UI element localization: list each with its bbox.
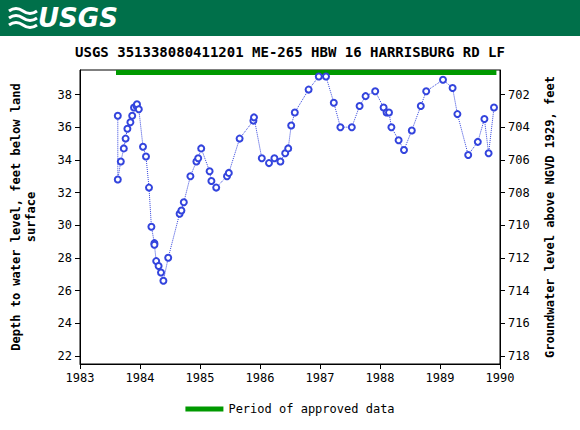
svg-text:708: 708 [508,186,530,200]
svg-text:36: 36 [58,120,72,134]
svg-text:30: 30 [58,218,72,232]
svg-text:710: 710 [508,218,530,232]
svg-text:1987: 1987 [306,371,335,385]
svg-text:712: 712 [508,251,530,265]
svg-text:1988: 1988 [366,371,395,385]
svg-text:714: 714 [508,284,530,298]
svg-text:716: 716 [508,316,530,330]
svg-text:1984: 1984 [126,371,155,385]
svg-text:Depth to water level, feet bel: Depth to water level, feet below land [9,83,23,350]
svg-text:706: 706 [508,153,530,167]
svg-text:USGS 351338080411201 ME-265 HB: USGS 351338080411201 ME-265 HBW 16 HARRI… [75,44,505,60]
svg-text:718: 718 [508,349,530,363]
svg-text:1989: 1989 [426,371,455,385]
svg-text:Groundwater level above NGVD 1: Groundwater level above NGVD 1929, feet [543,76,557,358]
svg-text:1986: 1986 [246,371,275,385]
svg-text:32: 32 [58,186,72,200]
svg-text:26: 26 [58,284,72,298]
svg-text:surface: surface [24,192,38,243]
svg-text:1985: 1985 [186,371,215,385]
svg-text:1990: 1990 [486,371,515,385]
svg-text:1983: 1983 [66,371,95,385]
svg-text:704: 704 [508,120,530,134]
svg-text:28: 28 [58,251,72,265]
svg-text:Period of approved data: Period of approved data [228,402,394,416]
html-text:USGS: USGS [38,3,118,33]
svg-text:24: 24 [58,316,72,330]
svg-text:702: 702 [508,88,530,102]
svg-text:22: 22 [58,349,72,363]
svg-text:34: 34 [58,153,72,167]
svg-text:38: 38 [58,88,72,102]
